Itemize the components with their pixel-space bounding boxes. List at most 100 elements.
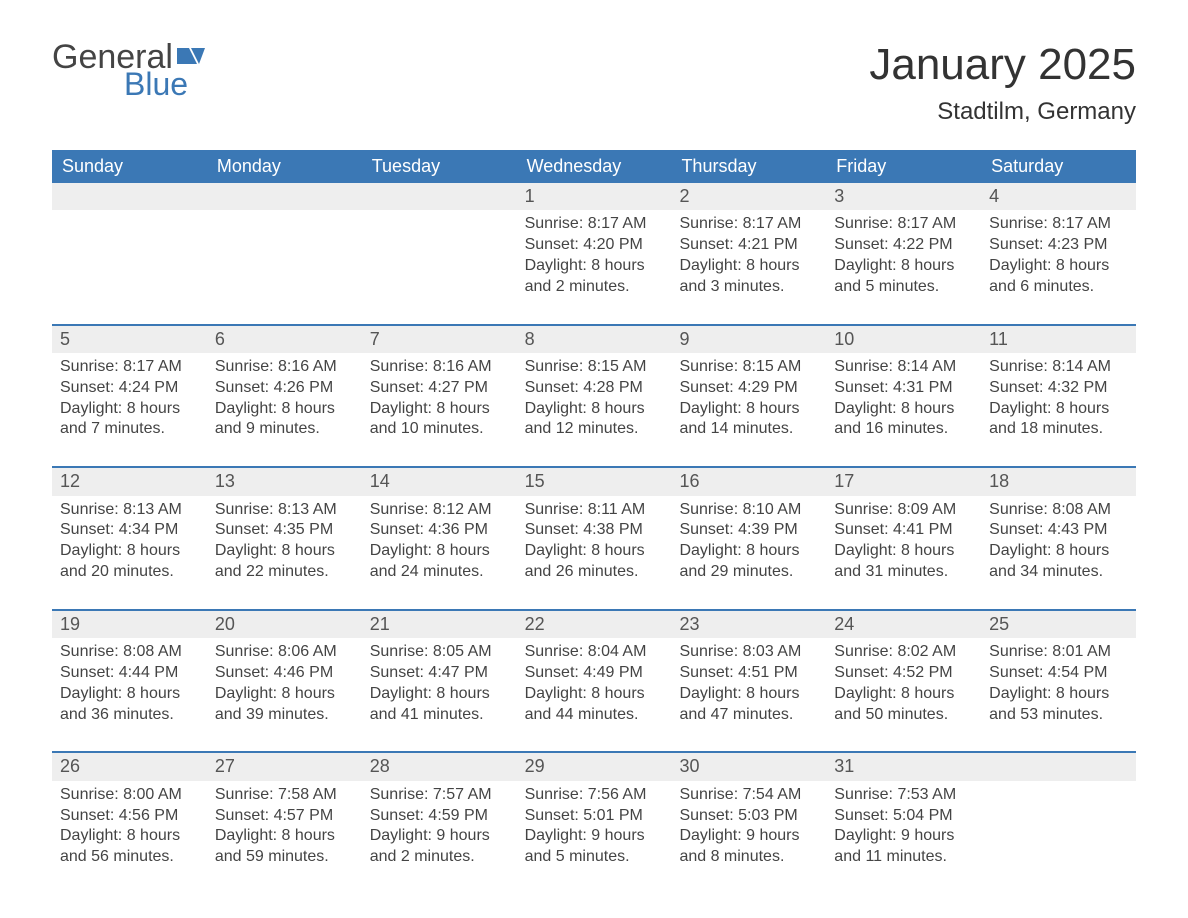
day-number: 29: [517, 753, 672, 780]
day-daylight-line2: and 5 minutes.: [525, 847, 664, 868]
day-body: Sunrise: 8:17 AMSunset: 4:24 PMDaylight:…: [52, 353, 207, 440]
day-body: Sunrise: 7:54 AMSunset: 5:03 PMDaylight:…: [671, 781, 826, 868]
day-sunrise: Sunrise: 8:10 AM: [679, 500, 818, 521]
day-daylight-line2: and 18 minutes.: [989, 419, 1128, 440]
logo: General Blue: [52, 40, 211, 100]
day-body: Sunrise: 8:14 AMSunset: 4:32 PMDaylight:…: [981, 353, 1136, 440]
day-body: Sunrise: 8:15 AMSunset: 4:28 PMDaylight:…: [517, 353, 672, 440]
day-cell: 13Sunrise: 8:13 AMSunset: 4:35 PMDayligh…: [207, 468, 362, 593]
day-daylight-line1: Daylight: 8 hours: [679, 256, 818, 277]
day-number: 1: [517, 183, 672, 210]
day-daylight-line1: Daylight: 8 hours: [60, 684, 199, 705]
day-cell: [362, 183, 517, 308]
dow-monday: Monday: [207, 150, 362, 183]
week-row: 26Sunrise: 8:00 AMSunset: 4:56 PMDayligh…: [52, 751, 1136, 878]
day-sunset: Sunset: 4:23 PM: [989, 235, 1128, 256]
day-number: 21: [362, 611, 517, 638]
day-cell: 4Sunrise: 8:17 AMSunset: 4:23 PMDaylight…: [981, 183, 1136, 308]
day-body: Sunrise: 8:17 AMSunset: 4:20 PMDaylight:…: [517, 210, 672, 297]
day-sunrise: Sunrise: 8:09 AM: [834, 500, 973, 521]
day-cell: 7Sunrise: 8:16 AMSunset: 4:27 PMDaylight…: [362, 326, 517, 451]
day-body: Sunrise: 8:16 AMSunset: 4:26 PMDaylight:…: [207, 353, 362, 440]
day-sunrise: Sunrise: 7:57 AM: [370, 785, 509, 806]
day-sunset: Sunset: 4:32 PM: [989, 378, 1128, 399]
day-sunset: Sunset: 4:26 PM: [215, 378, 354, 399]
day-sunset: Sunset: 5:01 PM: [525, 806, 664, 827]
day-daylight-line2: and 2 minutes.: [370, 847, 509, 868]
day-number: [362, 183, 517, 210]
day-cell: 14Sunrise: 8:12 AMSunset: 4:36 PMDayligh…: [362, 468, 517, 593]
flag-icon: [177, 46, 211, 74]
day-sunrise: Sunrise: 8:03 AM: [679, 642, 818, 663]
day-daylight-line1: Daylight: 9 hours: [679, 826, 818, 847]
day-daylight-line1: Daylight: 8 hours: [525, 256, 664, 277]
day-daylight-line1: Daylight: 8 hours: [215, 399, 354, 420]
day-sunrise: Sunrise: 8:17 AM: [679, 214, 818, 235]
day-daylight-line1: Daylight: 8 hours: [679, 399, 818, 420]
week-row: 1Sunrise: 8:17 AMSunset: 4:20 PMDaylight…: [52, 183, 1136, 308]
day-body: Sunrise: 8:17 AMSunset: 4:21 PMDaylight:…: [671, 210, 826, 297]
day-sunset: Sunset: 4:36 PM: [370, 520, 509, 541]
day-cell: 10Sunrise: 8:14 AMSunset: 4:31 PMDayligh…: [826, 326, 981, 451]
day-daylight-line2: and 36 minutes.: [60, 705, 199, 726]
day-number: 24: [826, 611, 981, 638]
day-daylight-line1: Daylight: 8 hours: [215, 541, 354, 562]
day-sunset: Sunset: 4:49 PM: [525, 663, 664, 684]
day-number: 26: [52, 753, 207, 780]
day-sunrise: Sunrise: 8:17 AM: [834, 214, 973, 235]
day-number: 8: [517, 326, 672, 353]
day-daylight-line2: and 10 minutes.: [370, 419, 509, 440]
week-row: 12Sunrise: 8:13 AMSunset: 4:34 PMDayligh…: [52, 466, 1136, 593]
day-daylight-line1: Daylight: 8 hours: [525, 399, 664, 420]
weeks-container: 1Sunrise: 8:17 AMSunset: 4:20 PMDaylight…: [52, 183, 1136, 878]
day-sunset: Sunset: 4:35 PM: [215, 520, 354, 541]
day-sunset: Sunset: 4:47 PM: [370, 663, 509, 684]
day-sunrise: Sunrise: 8:01 AM: [989, 642, 1128, 663]
day-cell: 12Sunrise: 8:13 AMSunset: 4:34 PMDayligh…: [52, 468, 207, 593]
week-row: 19Sunrise: 8:08 AMSunset: 4:44 PMDayligh…: [52, 609, 1136, 736]
day-body: Sunrise: 7:53 AMSunset: 5:04 PMDaylight:…: [826, 781, 981, 868]
title-location: Stadtilm, Germany: [869, 98, 1136, 126]
day-body: Sunrise: 7:57 AMSunset: 4:59 PMDaylight:…: [362, 781, 517, 868]
day-body: Sunrise: 8:15 AMSunset: 4:29 PMDaylight:…: [671, 353, 826, 440]
day-cell: 11Sunrise: 8:14 AMSunset: 4:32 PMDayligh…: [981, 326, 1136, 451]
day-body: Sunrise: 7:58 AMSunset: 4:57 PMDaylight:…: [207, 781, 362, 868]
day-daylight-line2: and 34 minutes.: [989, 562, 1128, 583]
day-body: Sunrise: 8:06 AMSunset: 4:46 PMDaylight:…: [207, 638, 362, 725]
day-body: Sunrise: 8:13 AMSunset: 4:35 PMDaylight:…: [207, 496, 362, 583]
day-number: 14: [362, 468, 517, 495]
day-cell: 25Sunrise: 8:01 AMSunset: 4:54 PMDayligh…: [981, 611, 1136, 736]
day-sunrise: Sunrise: 8:13 AM: [60, 500, 199, 521]
day-cell: 17Sunrise: 8:09 AMSunset: 4:41 PMDayligh…: [826, 468, 981, 593]
day-number: 13: [207, 468, 362, 495]
day-daylight-line2: and 5 minutes.: [834, 277, 973, 298]
day-number: 3: [826, 183, 981, 210]
day-body: Sunrise: 8:09 AMSunset: 4:41 PMDaylight:…: [826, 496, 981, 583]
day-sunset: Sunset: 4:41 PM: [834, 520, 973, 541]
day-sunrise: Sunrise: 8:15 AM: [525, 357, 664, 378]
day-number: 22: [517, 611, 672, 638]
day-cell: 3Sunrise: 8:17 AMSunset: 4:22 PMDaylight…: [826, 183, 981, 308]
week-row: 5Sunrise: 8:17 AMSunset: 4:24 PMDaylight…: [52, 324, 1136, 451]
day-cell: 21Sunrise: 8:05 AMSunset: 4:47 PMDayligh…: [362, 611, 517, 736]
day-sunset: Sunset: 5:03 PM: [679, 806, 818, 827]
day-daylight-line2: and 3 minutes.: [679, 277, 818, 298]
day-cell: 8Sunrise: 8:15 AMSunset: 4:28 PMDaylight…: [517, 326, 672, 451]
day-sunrise: Sunrise: 8:13 AM: [215, 500, 354, 521]
day-cell: 6Sunrise: 8:16 AMSunset: 4:26 PMDaylight…: [207, 326, 362, 451]
day-sunset: Sunset: 4:57 PM: [215, 806, 354, 827]
day-cell: 2Sunrise: 8:17 AMSunset: 4:21 PMDaylight…: [671, 183, 826, 308]
day-number: 31: [826, 753, 981, 780]
day-daylight-line2: and 31 minutes.: [834, 562, 973, 583]
day-sunrise: Sunrise: 8:06 AM: [215, 642, 354, 663]
day-daylight-line1: Daylight: 8 hours: [60, 541, 199, 562]
dow-friday: Friday: [826, 150, 981, 183]
day-daylight-line2: and 50 minutes.: [834, 705, 973, 726]
day-daylight-line1: Daylight: 8 hours: [525, 541, 664, 562]
day-daylight-line2: and 44 minutes.: [525, 705, 664, 726]
dow-wednesday: Wednesday: [517, 150, 672, 183]
day-daylight-line2: and 29 minutes.: [679, 562, 818, 583]
day-body: Sunrise: 7:56 AMSunset: 5:01 PMDaylight:…: [517, 781, 672, 868]
day-sunset: Sunset: 4:22 PM: [834, 235, 973, 256]
day-number: 11: [981, 326, 1136, 353]
